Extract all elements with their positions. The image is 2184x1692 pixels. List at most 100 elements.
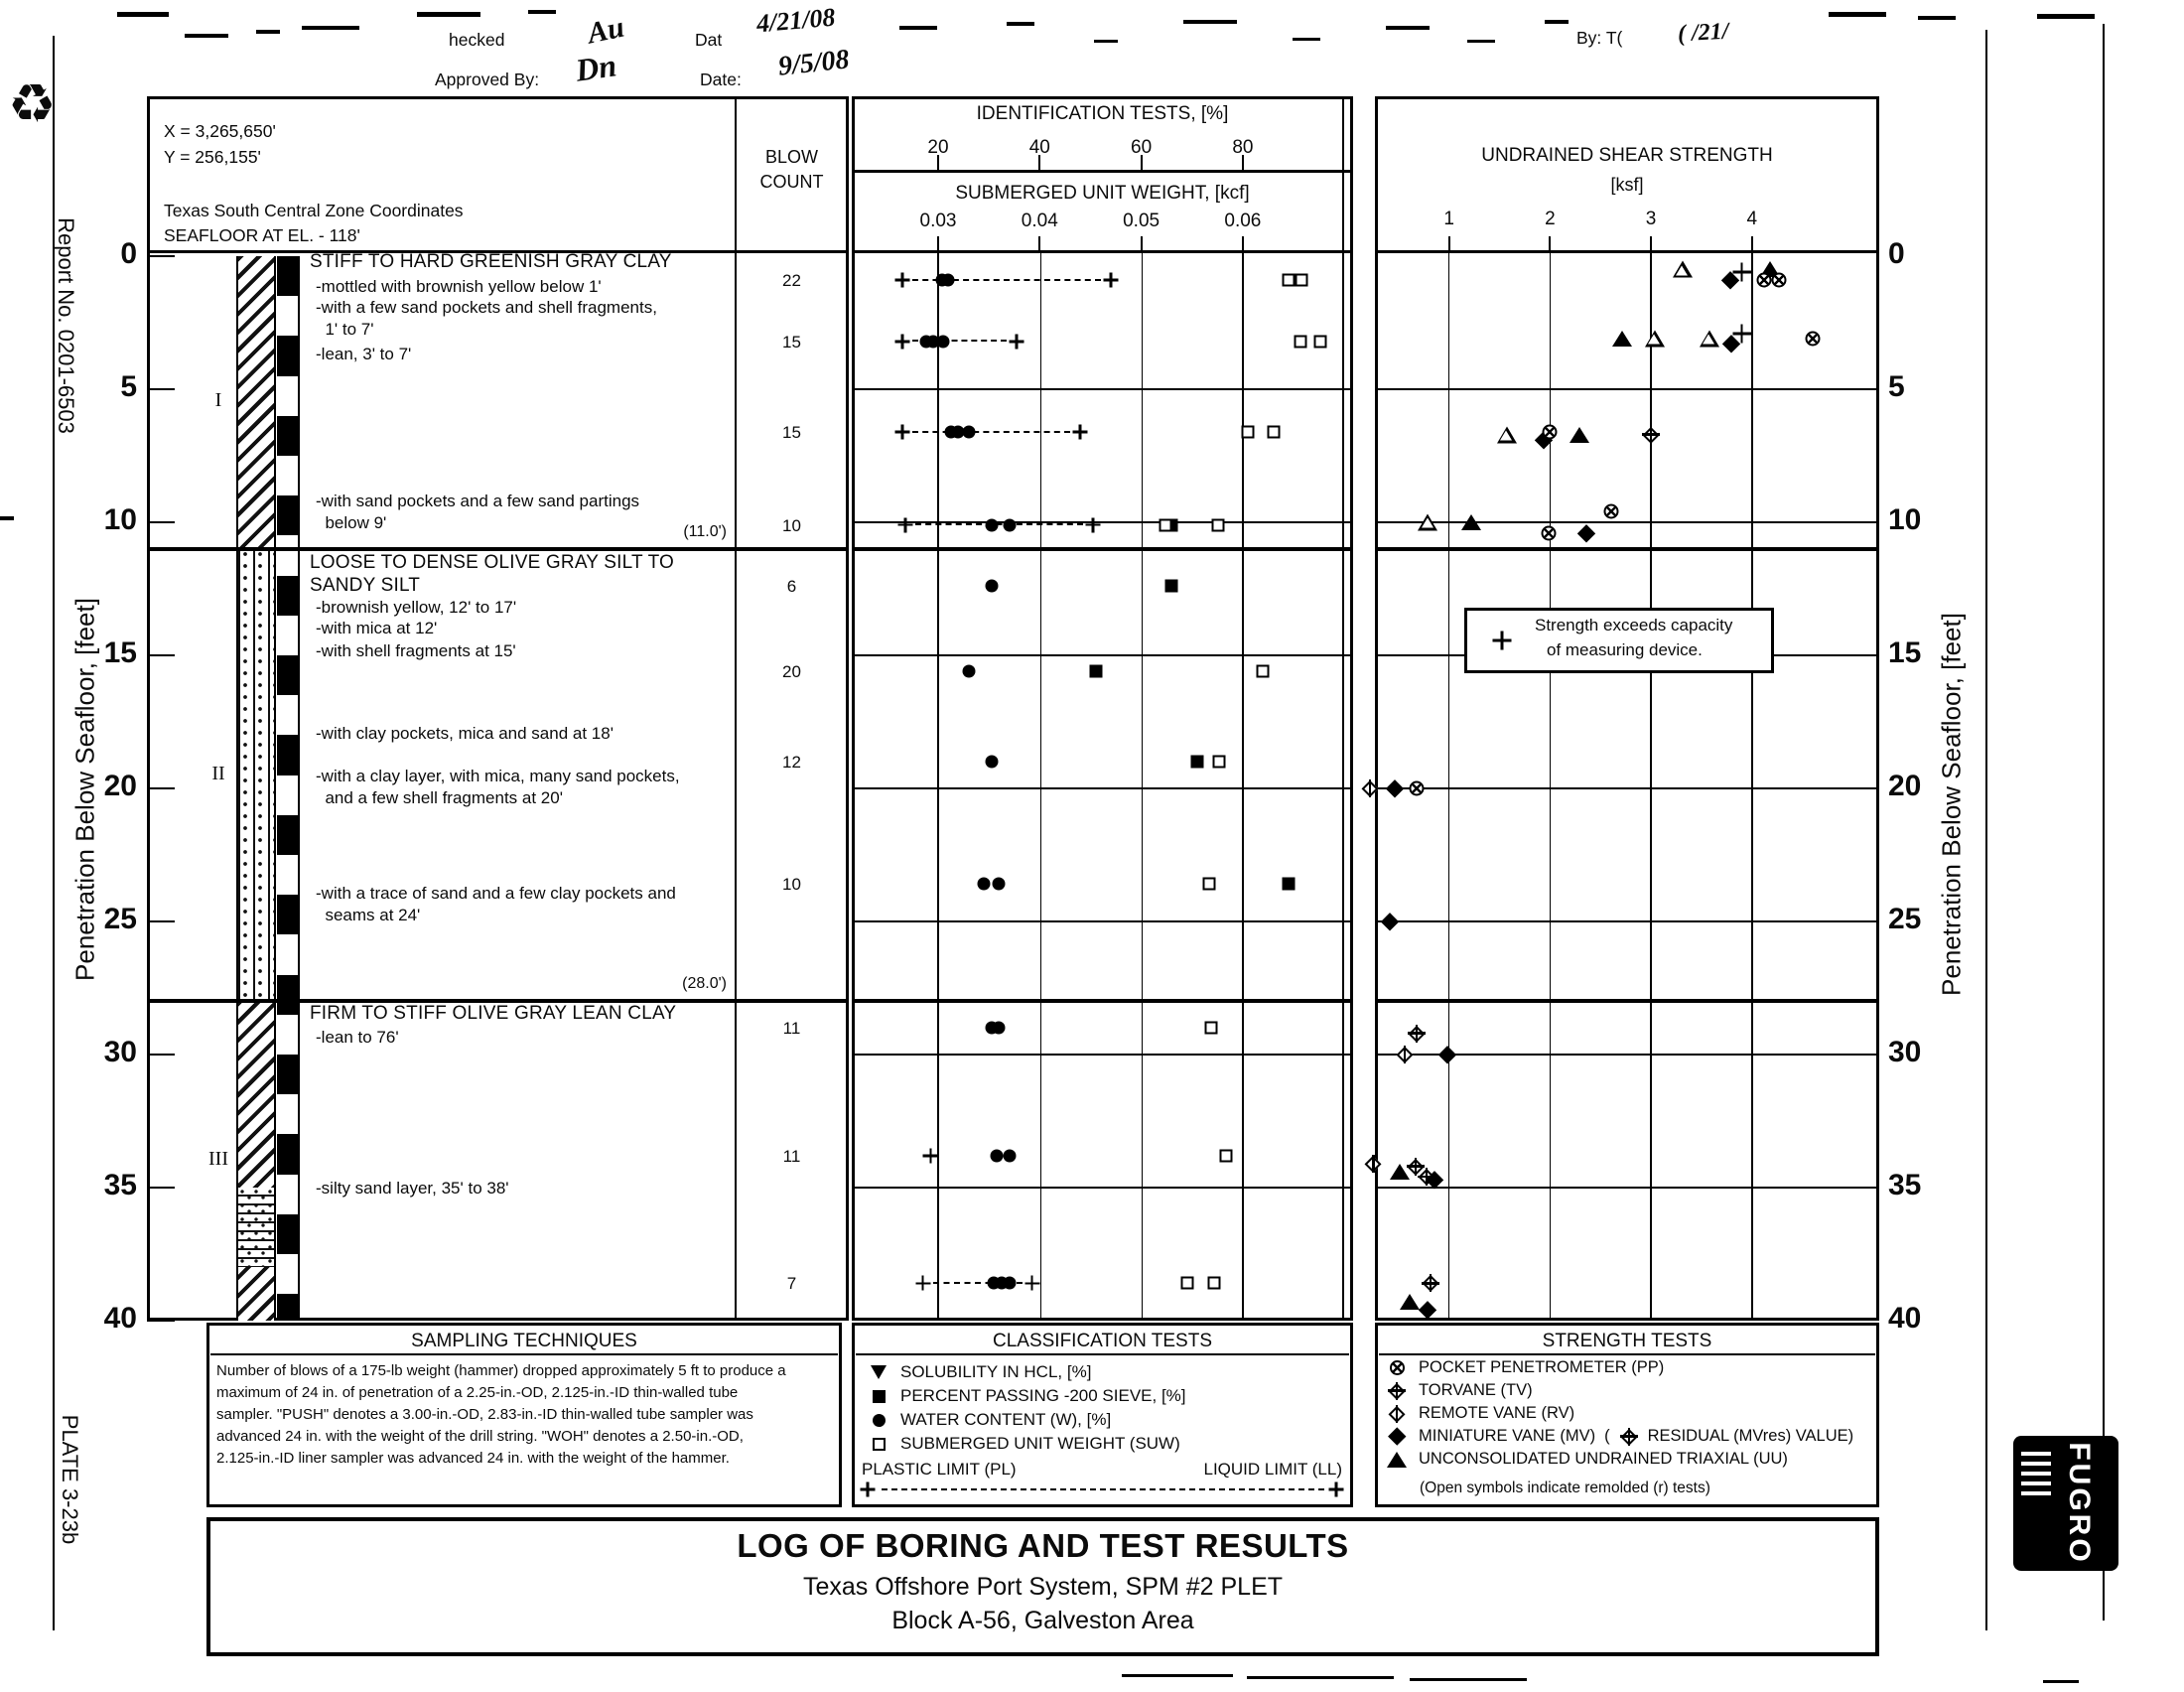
legend-extra-label: RESIDUAL (MVres) VALUE) (1647, 1427, 1854, 1445)
grid-vertical (937, 253, 939, 1318)
depth-label-left: 30 (103, 1036, 137, 1068)
scan-artifact (1918, 16, 1956, 20)
pct-tick (1038, 155, 1041, 170)
open-square-icon (866, 1437, 891, 1451)
glyph-part (1732, 262, 1752, 282)
depth-label-left: 25 (103, 903, 137, 935)
glyph-part (1328, 1481, 1344, 1497)
water-content-point (926, 335, 940, 349)
glyph-part (1395, 1404, 1399, 1423)
suw-tick-label: 0.05 (1123, 211, 1160, 231)
pocket-penetrometer-point (1805, 331, 1821, 347)
glyph-part (1219, 1149, 1232, 1163)
blow-count-value: 7 (786, 1274, 797, 1294)
atterberg-limit-marker (897, 517, 913, 533)
coordinate-system: Texas South Central Zone Coordinates (164, 201, 464, 220)
glyph-part (1619, 1435, 1638, 1438)
ksf-tick (1549, 236, 1552, 250)
pocket-penetrometer-point (1603, 503, 1619, 519)
title-box (206, 1517, 1879, 1656)
submerged-unit-weight-point (1212, 755, 1226, 769)
scan-artifact (1410, 1678, 1527, 1681)
stratum-numeral: II (211, 762, 225, 784)
water-content-point (977, 877, 991, 891)
layer-boundary-line (1378, 546, 1876, 551)
layer-boundary-line (150, 999, 846, 1004)
glyph-part (1267, 425, 1281, 439)
torvane-point (1422, 1274, 1440, 1293)
glyph-part (1642, 433, 1661, 436)
layer-note: -with mica at 12' (316, 619, 438, 638)
layer-title: STIFF TO HARD GREENISH GRAY CLAY (310, 251, 672, 273)
layer-note: -with a few sand pockets and shell fragm… (316, 298, 657, 318)
sample-interval-block (277, 895, 298, 935)
glyph-part (1542, 424, 1558, 440)
sampling-text-5: 2.125-in.-ID liner sampler was advanced … (216, 1450, 730, 1467)
fugro-logo-text: FUGRO (2063, 1442, 2096, 1565)
approved-signature: Dn (573, 47, 619, 88)
suw-tick (1241, 236, 1244, 250)
miniature-vane-point (1385, 779, 1404, 797)
legend-label: UNCONSOLIDATED UNDRAINED TRIAXIAL (UU) (1419, 1450, 1788, 1468)
strength-chart-box (1375, 96, 1879, 1321)
pocket-penetrometer-point (1771, 272, 1787, 288)
uu-triaxial-remolded-point (1496, 426, 1517, 444)
glyph-part (922, 1148, 938, 1164)
water-content-point (1003, 1149, 1017, 1163)
blow-count-value: 22 (782, 271, 801, 291)
submerged-unit-weight-point (1159, 518, 1172, 532)
atterberg-limit-marker (894, 334, 910, 350)
coordinate-y: Y = 256,155' (164, 147, 261, 167)
glyph-part (1437, 1046, 1456, 1063)
sampling-box (206, 1323, 842, 1507)
checked-signature: Au (584, 10, 627, 51)
glyph-part (1372, 1154, 1375, 1173)
glyph-part (1642, 425, 1661, 444)
layer-bottom-depth-label: (11.0') (683, 522, 727, 540)
water-content-point (992, 877, 1006, 891)
glyph-part (962, 664, 976, 678)
blow-count-value: 15 (782, 422, 801, 442)
blow-count-value: 11 (782, 1019, 801, 1039)
grid-vertical (1039, 253, 1042, 1318)
remote-vane-icon (1384, 1404, 1410, 1423)
glyph-part (1732, 324, 1752, 344)
remote-vane-point (1361, 779, 1379, 797)
submerged-unit-weight-point (1294, 335, 1307, 349)
submerged-unit-weight-point (1207, 1276, 1221, 1290)
water-content-point (985, 579, 999, 593)
sample-interval-block (277, 735, 298, 776)
torvane-icon (1384, 1381, 1410, 1400)
grid-horizontal (855, 1054, 1350, 1056)
layer-note: seams at 24' (316, 905, 421, 924)
glyph-part (1418, 513, 1438, 531)
atterberg-limit-marker (915, 1275, 931, 1291)
atterberg-limit-marker (1085, 517, 1101, 533)
layer-note: -with a trace of sand and a few clay poc… (316, 883, 676, 903)
percent-passing-point (1190, 755, 1204, 769)
glyph-part (1211, 518, 1225, 532)
depth-label-right: 35 (1888, 1169, 1922, 1201)
glyph-part (1541, 525, 1557, 541)
grid-horizontal (855, 654, 1350, 656)
glyph-part (1385, 779, 1404, 797)
submerged-unit-weight-point (1282, 273, 1296, 287)
submerged-unit-weight-point (1180, 1276, 1194, 1290)
grid-horizontal (1378, 787, 1876, 789)
glyph-part (1492, 631, 1512, 650)
glyph-part (1403, 1046, 1407, 1063)
legend-label: WATER CONTENT (W), [%] (900, 1410, 1112, 1429)
glyph-part (894, 334, 910, 350)
blow-count-value: 10 (782, 875, 801, 895)
fugro-logo: FUGRO (2013, 1436, 2118, 1571)
sample-interval-block (277, 256, 298, 297)
glyph-part (941, 273, 955, 287)
sample-interval-block (277, 1213, 298, 1254)
grid-horizontal (1378, 1187, 1876, 1189)
percent-passing-point (1089, 664, 1103, 678)
layer-boundary-line (855, 999, 1350, 1004)
glyph-part (1380, 913, 1399, 930)
sample-interval-block (277, 1294, 298, 1321)
legend-label: MINIATURE VANE (MV) (1419, 1427, 1596, 1445)
exceeds-note-line2: of measuring device. (1547, 640, 1703, 659)
